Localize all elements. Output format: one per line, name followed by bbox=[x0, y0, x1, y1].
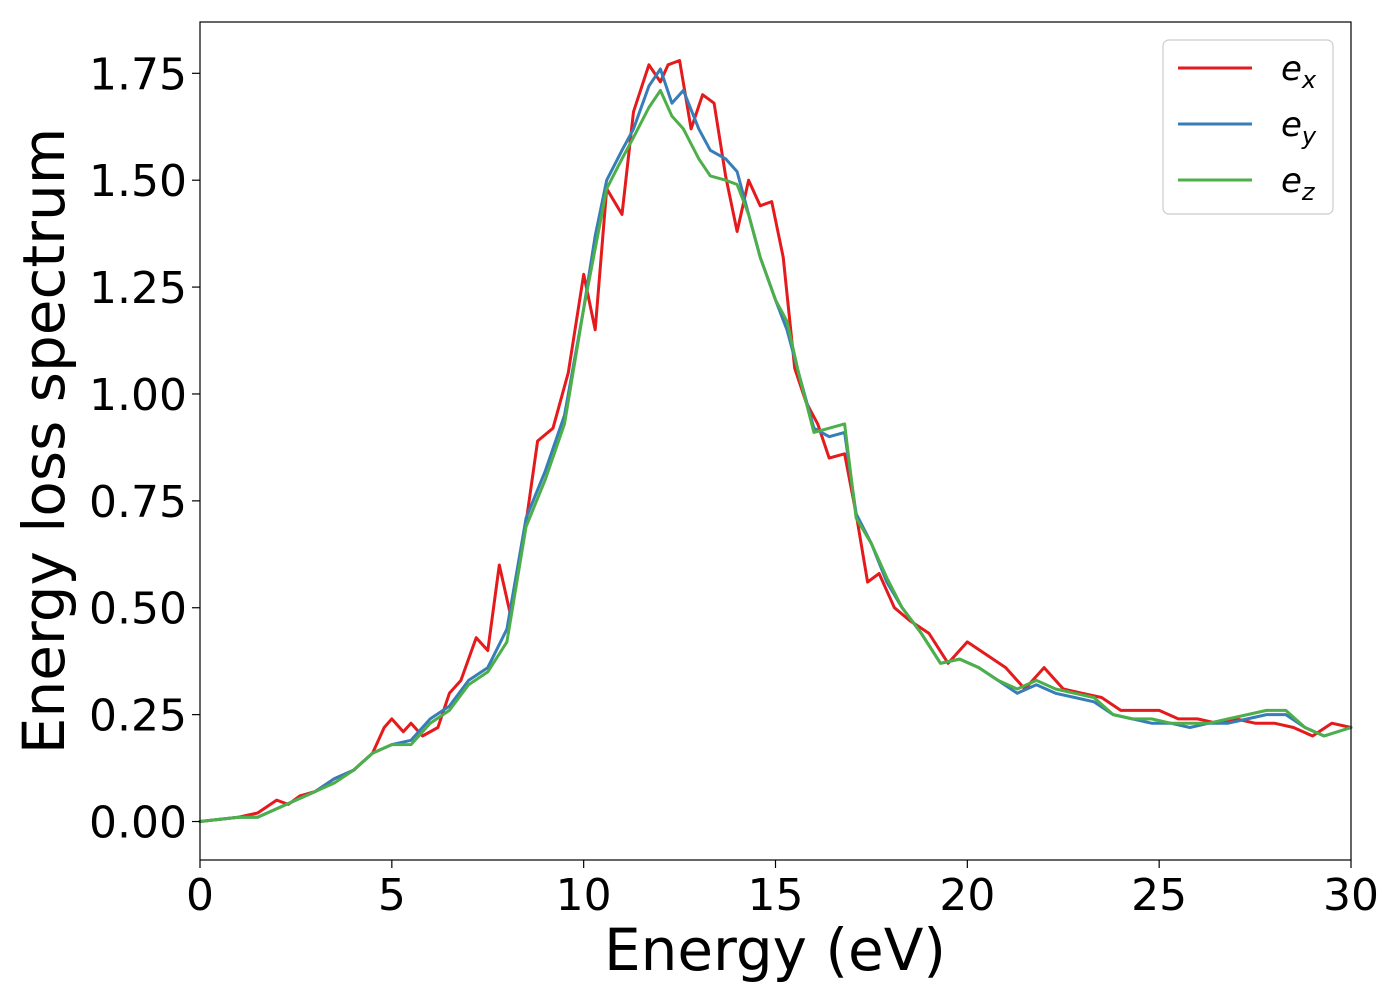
y-tick-label: 1.75 bbox=[89, 49, 187, 100]
y-tick-label: 0.00 bbox=[89, 798, 187, 849]
x-axis-title: Energy (eV) bbox=[604, 916, 946, 984]
y-tick-label: 0.25 bbox=[89, 691, 187, 742]
legend-label-y: ey bbox=[1281, 105, 1317, 150]
x-tick-label: 15 bbox=[748, 870, 804, 921]
series-line-z bbox=[198, 88, 1353, 823]
x-tick-label: 5 bbox=[378, 870, 406, 921]
x-tick-label: 20 bbox=[939, 870, 995, 921]
y-tick-label: 1.00 bbox=[89, 370, 187, 421]
x-tick-label: 30 bbox=[1323, 870, 1379, 921]
legend-box bbox=[1162, 39, 1334, 215]
y-tick-label: 1.50 bbox=[89, 156, 187, 207]
series-layer bbox=[198, 59, 1353, 823]
y-axis-title: Energy loss spectrum bbox=[10, 128, 78, 754]
x-axis: 0 5 10 15 20 25 30 bbox=[186, 860, 1379, 921]
y-axis: 0.00 0.25 0.50 0.75 1.00 1.25 1.50 1.75 bbox=[89, 49, 200, 849]
x-tick-label: 25 bbox=[1131, 870, 1187, 921]
x-tick-label: 0 bbox=[186, 870, 214, 921]
y-tick-label: 1.25 bbox=[89, 263, 187, 314]
series-line-x bbox=[198, 59, 1353, 823]
x-tick-label: 10 bbox=[556, 870, 612, 921]
y-tick-label: 0.75 bbox=[89, 477, 187, 528]
y-tick-label: 0.50 bbox=[89, 584, 187, 635]
